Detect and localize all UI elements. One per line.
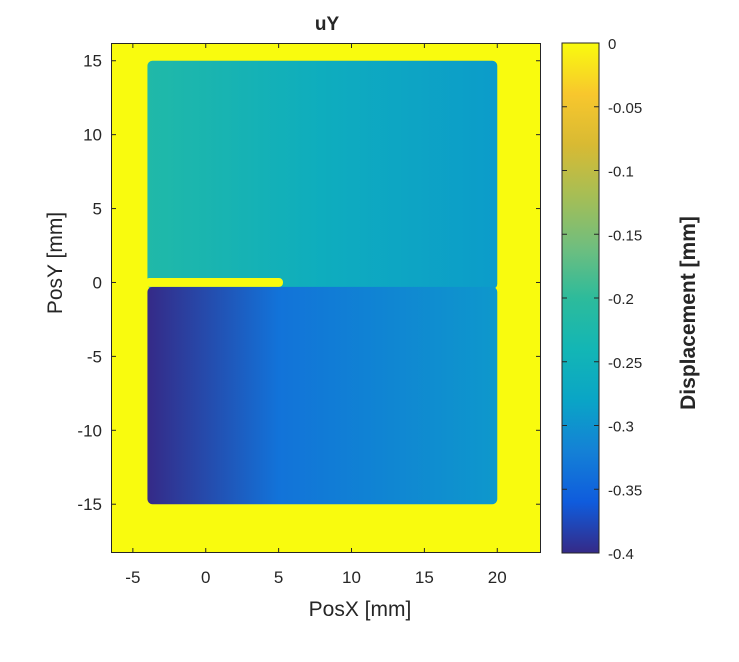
y-axis-label: PosY [mm] xyxy=(44,212,67,314)
x-tick-label: 20 xyxy=(488,568,507,587)
x-tick-label: 5 xyxy=(274,568,283,587)
x-axis-label: PosX [mm] xyxy=(309,598,412,621)
y-tick-label: 0 xyxy=(93,273,102,292)
x-tick-label: 15 xyxy=(415,568,434,587)
lower-field-region xyxy=(147,286,498,505)
y-tick-label: 10 xyxy=(83,126,102,145)
colorbar-tick-label: -0.2 xyxy=(608,291,634,308)
colorbar-tick-label: -0.1 xyxy=(608,164,634,181)
x-tick-label: 10 xyxy=(342,568,361,587)
y-tick-label: -10 xyxy=(77,421,102,440)
y-tick-label: 5 xyxy=(93,200,102,219)
y-tick-label: -5 xyxy=(87,347,102,366)
slit-notch xyxy=(145,278,283,287)
colorbar-tick-label: -0.35 xyxy=(608,482,642,499)
colorbar-label: Displacement [mm] xyxy=(677,216,700,410)
colorbar-tick-label: -0.05 xyxy=(608,100,642,117)
y-tick-label: -15 xyxy=(77,495,102,514)
x-tick-label: 0 xyxy=(201,568,210,587)
colorbar-tick-label: -0.3 xyxy=(608,419,634,436)
y-tick-label: 15 xyxy=(83,52,102,71)
colorbar-tick-label: -0.25 xyxy=(608,355,642,372)
colorbar-tick-label: -0.4 xyxy=(608,546,634,563)
chart-title: uY xyxy=(315,14,340,35)
colorbar-tick-label: 0 xyxy=(608,36,616,53)
x-tick-label: -5 xyxy=(125,568,140,587)
plot-axes-box xyxy=(111,43,541,553)
upper-field-region xyxy=(147,60,498,289)
colorbar xyxy=(561,42,600,554)
colorbar-tick-label: -0.15 xyxy=(608,227,642,244)
